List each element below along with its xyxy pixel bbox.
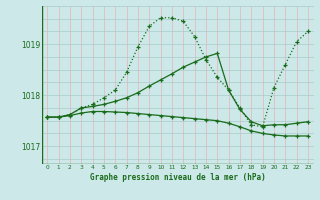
X-axis label: Graphe pression niveau de la mer (hPa): Graphe pression niveau de la mer (hPa): [90, 173, 266, 182]
